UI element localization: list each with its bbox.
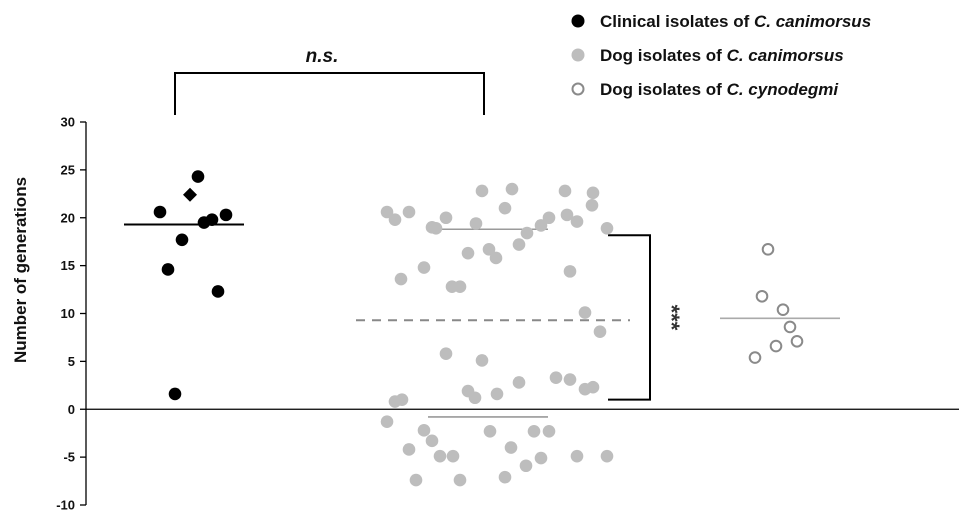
data-point-dog-canimorsus [439, 211, 453, 225]
data-point-dog-canimorsus [498, 470, 512, 484]
data-point-dog-canimorsus [563, 373, 577, 386]
data-point-dog-canimorsus [549, 371, 563, 384]
data-points [153, 170, 804, 487]
data-point-clinical [191, 170, 205, 183]
data-point-dog-cynodegmi [755, 289, 769, 303]
significance-bracket: *** [608, 234, 684, 401]
data-point-dog-canimorsus [429, 221, 443, 235]
data-point-clinical [219, 208, 233, 222]
legend-label-dog-canimorsus: Dog isolates of C. canimorsus [600, 46, 844, 65]
data-point-dog-canimorsus [520, 226, 534, 240]
y-tick-label: -5 [63, 450, 75, 465]
legend-marker-dog-cynodegmi [571, 82, 585, 96]
data-point-dog-canimorsus [417, 261, 431, 274]
data-point-dog-canimorsus [469, 217, 483, 230]
data-point-dog-canimorsus [394, 272, 408, 286]
data-point-dog-canimorsus [439, 347, 453, 361]
data-point-dog-canimorsus [498, 201, 512, 215]
data-point-dog-canimorsus [402, 443, 416, 456]
y-tick-label: 25 [61, 162, 75, 177]
legend-label-clinical: Clinical isolates of C. canimorsus [600, 12, 871, 31]
data-point-dog-canimorsus [570, 449, 584, 463]
data-point-dog-cynodegmi [776, 303, 790, 316]
data-point-dog-canimorsus [519, 459, 533, 473]
y-tick-label: 0 [68, 402, 75, 417]
data-point-dog-canimorsus [388, 213, 402, 226]
data-point-dog-canimorsus [388, 395, 402, 408]
data-point-clinical [153, 205, 167, 219]
legend-marker-clinical [571, 14, 585, 28]
y-tick-label: 15 [61, 258, 75, 273]
data-point-clinical [197, 216, 211, 229]
significance-stars: *** [659, 305, 684, 331]
y-axis: 30 25 20 15 10 5 0 -5 -10 Number of generations [11, 115, 87, 510]
y-ticks: 30 25 20 15 10 5 0 -5 -10 [56, 115, 86, 510]
y-axis-title: Number of generations [11, 177, 30, 363]
data-point-dog-canimorsus [475, 184, 489, 198]
data-point-dog-cynodegmi [790, 334, 804, 348]
data-point-dog-canimorsus [504, 441, 518, 454]
data-point-dog-canimorsus [402, 205, 416, 219]
data-point-clinical [168, 387, 182, 401]
data-point-clinical [161, 263, 175, 276]
data-point-dog-canimorsus [512, 376, 526, 389]
data-point-dog-canimorsus [527, 424, 541, 438]
data-point-dog-canimorsus [468, 391, 482, 405]
legend-marker-dog-canimorsus [571, 48, 585, 62]
data-point-dog-canimorsus [570, 215, 584, 228]
data-point-dog-canimorsus [512, 238, 526, 251]
data-point-dog-canimorsus [542, 424, 556, 438]
data-point-dog-canimorsus [505, 182, 519, 196]
y-tick-label: 30 [61, 115, 75, 130]
data-point-clinical [211, 285, 225, 298]
data-point-dog-canimorsus [534, 219, 548, 232]
data-point-dog-canimorsus [490, 387, 504, 401]
data-point-dog-canimorsus [433, 449, 447, 463]
data-point-dog-canimorsus [558, 184, 572, 198]
data-point-dog-canimorsus [425, 434, 439, 448]
data-point-dog-canimorsus [417, 424, 431, 437]
data-point-clinical [175, 233, 189, 247]
data-point-dog-canimorsus [453, 280, 467, 293]
data-point-dog-cynodegmi [783, 320, 797, 334]
data-point-dog-canimorsus [482, 243, 496, 256]
ns-bracket-line [174, 72, 485, 115]
data-point-dog-cynodegmi [761, 243, 775, 256]
data-point-dog-canimorsus [409, 473, 423, 487]
significance-bracket-line [608, 234, 651, 401]
data-point-dog-canimorsus [578, 306, 592, 319]
y-tick-label: 10 [61, 306, 75, 321]
data-point-dog-canimorsus [380, 415, 394, 428]
data-point-dog-canimorsus [461, 246, 475, 260]
y-tick-label: 5 [68, 354, 75, 369]
data-point-dog-canimorsus [578, 382, 592, 396]
data-point-dog-canimorsus [380, 205, 394, 219]
legend-label-dog-cynodegmi: Dog isolates of C. cynodegmi [600, 80, 839, 99]
data-point-dog-cynodegmi [748, 351, 762, 364]
data-point-dog-cynodegmi [769, 339, 783, 353]
data-point-dog-canimorsus [542, 211, 556, 225]
data-point-dog-canimorsus [534, 451, 548, 465]
data-point-dog-canimorsus [560, 208, 574, 222]
data-point-dog-canimorsus [446, 449, 460, 463]
data-point-dog-canimorsus [489, 251, 503, 265]
y-tick-label: -10 [56, 498, 75, 510]
data-point-dog-canimorsus [475, 354, 489, 367]
data-point-dog-canimorsus [585, 199, 599, 212]
data-point-dog-canimorsus [453, 473, 467, 487]
data-point-dog-canimorsus [600, 221, 614, 235]
data-point-clinical-diamond [183, 187, 197, 202]
data-point-dog-canimorsus [563, 265, 577, 278]
data-point-dog-canimorsus [586, 186, 600, 200]
ns-bracket: n.s. [174, 46, 485, 115]
data-point-dog-canimorsus [600, 449, 614, 463]
data-point-dog-canimorsus [483, 424, 497, 438]
y-tick-label: 20 [61, 210, 75, 225]
data-point-dog-canimorsus [593, 325, 607, 338]
legend: Clinical isolates of C. canimorsus Dog i… [571, 12, 871, 99]
ns-label: n.s. [306, 46, 339, 67]
